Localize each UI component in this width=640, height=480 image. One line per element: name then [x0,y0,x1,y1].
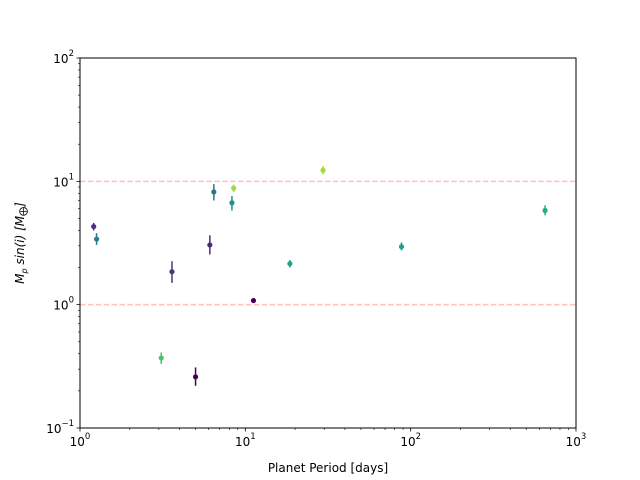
marker [229,200,235,206]
marker [231,185,237,191]
marker [398,244,405,250]
data-point-8 [231,184,237,192]
data-point-13 [542,205,548,216]
y-axis-label: Mp sin(i) [M⨁] [13,202,29,284]
data-point-7 [229,196,235,211]
data-points [91,166,548,386]
y-tick-label: 101 [53,172,74,189]
marker [158,355,164,361]
y-tick-label: 100 [53,296,74,313]
data-point-12 [398,242,405,251]
marker [211,189,217,195]
data-point-9 [250,297,257,304]
y-label-text: sin(i) [M [13,215,27,268]
plot-frame [79,57,577,429]
marker [542,207,548,214]
marker [287,261,293,267]
marker [93,236,100,242]
marker [91,223,97,230]
data-point-5 [207,235,213,255]
x-tick-label: 102 [400,432,421,449]
x-axis-label: Planet Period [days] [268,461,388,475]
y-label-close: ] [13,202,27,208]
x-axis-ticks: 100 101 102 103 [70,428,587,449]
x-tick-label: 100 [70,432,91,449]
data-point-3 [169,261,175,283]
y-axis-ticks: 10−1 100 101 102 [46,49,80,436]
marker [207,242,213,248]
y-tick-label: 10−1 [46,419,74,436]
data-point-6 [211,184,217,201]
marker [320,167,326,173]
marker [192,374,199,380]
data-point-4 [192,367,199,386]
reference-lines [80,180,576,306]
data-point-10 [287,260,293,268]
y-label-m: M [13,273,27,284]
marker [169,269,175,275]
data-point-1 [93,233,100,245]
data-point-11 [320,166,326,175]
y-label-earth-symbol: ⨁ [19,207,29,216]
y-label-subscript: p [20,268,29,274]
y-tick-label: 102 [53,49,74,66]
x-tick-label: 101 [235,432,256,449]
data-point-0 [91,222,97,231]
data-point-2 [158,352,164,365]
marker [250,297,257,304]
x-tick-label: 103 [566,432,587,449]
